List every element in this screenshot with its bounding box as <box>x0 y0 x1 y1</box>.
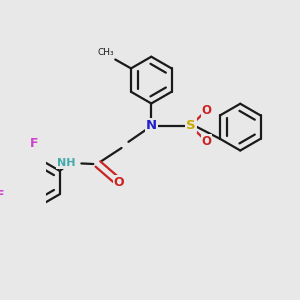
Text: CH₃: CH₃ <box>98 49 114 58</box>
Text: NH: NH <box>56 158 75 169</box>
Text: O: O <box>114 176 124 189</box>
Text: F: F <box>30 137 39 150</box>
Text: S: S <box>186 119 196 132</box>
Text: F: F <box>0 189 4 202</box>
Text: N: N <box>146 119 157 132</box>
Text: O: O <box>202 135 212 148</box>
Text: O: O <box>202 103 212 117</box>
